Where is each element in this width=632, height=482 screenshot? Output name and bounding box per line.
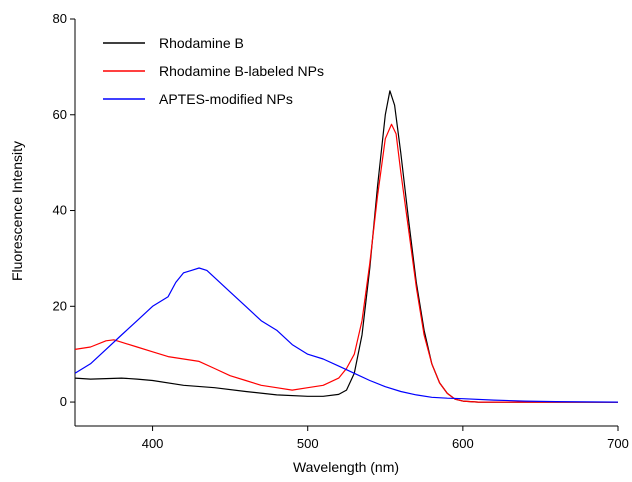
- x-tick-label: 600: [452, 436, 474, 451]
- x-tick-label: 700: [607, 436, 629, 451]
- plot-area: [74, 19, 618, 427]
- legend-label: APTES-modified NPs: [159, 91, 293, 107]
- y-tick-label: 60: [53, 107, 67, 122]
- legend-label: Rhodamine B-labeled NPs: [159, 63, 324, 79]
- x-ticks: 400 500 600 700: [142, 426, 629, 451]
- series-line-1: [74, 90, 618, 403]
- legend-label: Rhodamine B: [159, 35, 244, 51]
- series-group: [74, 90, 619, 403]
- series-line-2: [74, 123, 618, 403]
- x-axis-title: Wavelength (nm): [293, 459, 399, 475]
- legend: Rhodamine B Rhodamine B-labeled NPs APTES-…: [103, 35, 324, 107]
- y-ticks: 0 20 40 60 80: [53, 11, 75, 409]
- y-tick-label: 20: [53, 298, 67, 313]
- x-tick-label: 400: [142, 436, 164, 451]
- y-tick-label: 40: [53, 203, 67, 218]
- y-tick-label: 0: [60, 394, 67, 409]
- y-axis-title: Fluorescence Intensity: [9, 141, 25, 281]
- series-line-3: [74, 267, 619, 403]
- x-tick-label: 500: [297, 436, 319, 451]
- y-tick-label: 80: [53, 11, 67, 26]
